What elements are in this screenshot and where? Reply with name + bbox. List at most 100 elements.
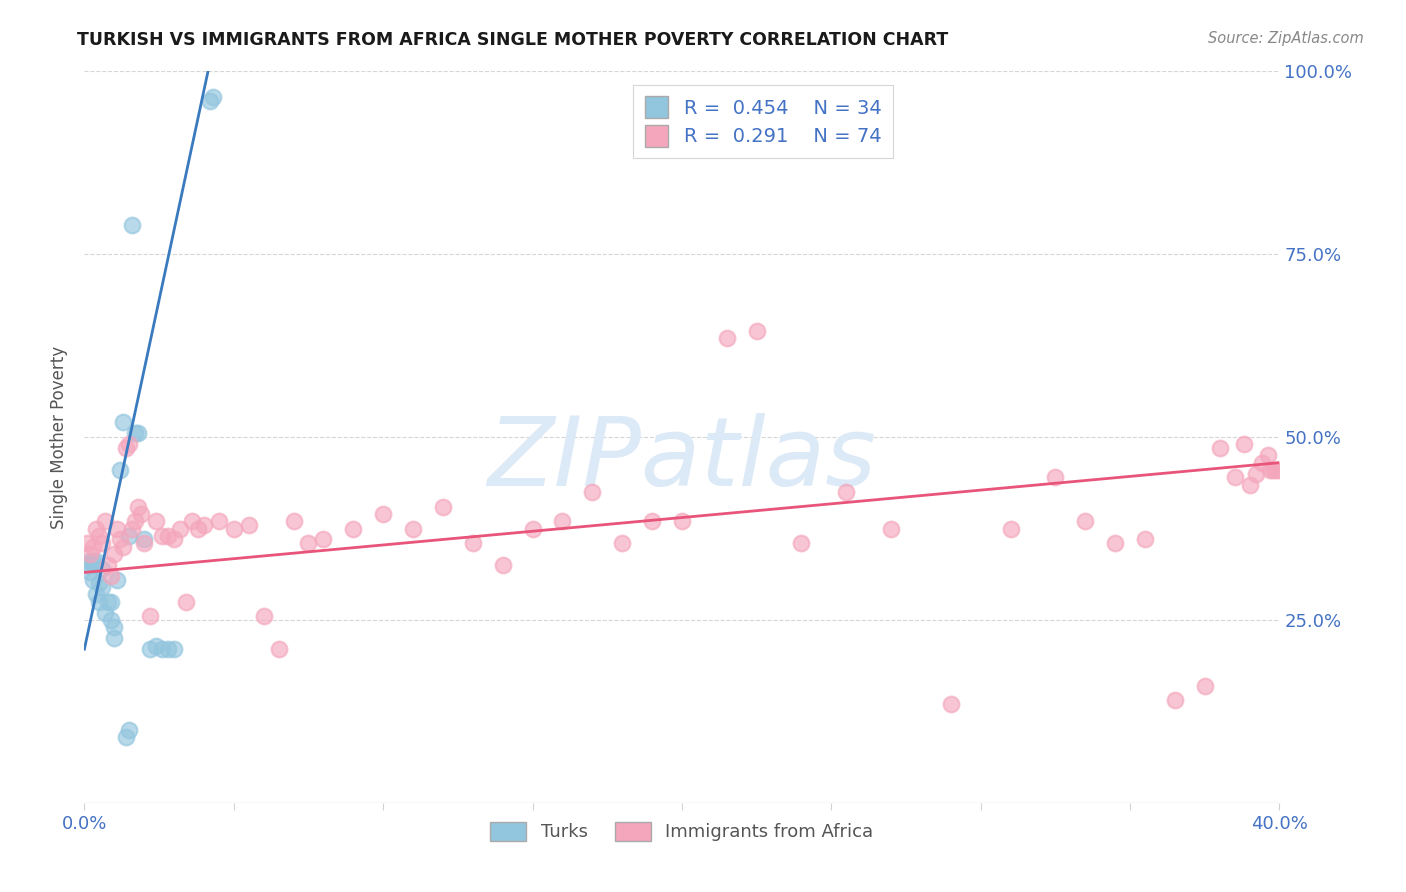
Point — [91, 536, 114, 550]
Point — [132, 536, 156, 550]
Point — [150, 642, 173, 657]
Point — [671, 514, 693, 528]
Point — [79, 566, 101, 580]
Point — [253, 609, 276, 624]
Point — [124, 514, 146, 528]
Point — [100, 613, 122, 627]
Point — [1250, 456, 1272, 470]
Point — [581, 485, 603, 500]
Point — [91, 580, 114, 594]
Point — [157, 529, 180, 543]
Point — [187, 521, 209, 535]
Text: Source: ZipAtlas.com: Source: ZipAtlas.com — [1208, 31, 1364, 46]
Point — [790, 536, 813, 550]
Point — [115, 441, 138, 455]
Point — [139, 642, 162, 657]
Point — [94, 514, 117, 528]
Point — [82, 540, 104, 554]
Point — [163, 642, 186, 657]
Point — [201, 90, 224, 104]
Point — [522, 521, 544, 535]
Point — [129, 507, 152, 521]
Point — [1257, 448, 1279, 462]
Point — [1239, 477, 1261, 491]
Point — [551, 514, 574, 528]
Point — [267, 642, 290, 657]
Point — [342, 521, 364, 535]
Point — [1268, 463, 1291, 477]
Point — [150, 529, 173, 543]
Point — [105, 521, 128, 535]
Point — [169, 521, 191, 535]
Point — [1164, 693, 1187, 707]
Point — [76, 536, 98, 550]
Point — [1260, 463, 1282, 477]
Point — [157, 642, 180, 657]
Point — [121, 521, 143, 535]
Point — [112, 416, 135, 430]
Point — [86, 587, 108, 601]
Point — [105, 573, 128, 587]
Point — [110, 463, 132, 477]
Point — [208, 514, 231, 528]
Point — [118, 529, 141, 543]
Point — [1233, 437, 1256, 451]
Point — [174, 594, 197, 608]
Point — [97, 594, 120, 608]
Point — [79, 554, 101, 568]
Point — [880, 521, 903, 535]
Point — [163, 533, 186, 547]
Point — [716, 331, 738, 345]
Point — [198, 94, 221, 108]
Point — [612, 536, 634, 550]
Point — [121, 218, 143, 232]
Point — [76, 558, 98, 573]
Point — [238, 517, 260, 532]
Point — [939, 697, 962, 711]
Point — [145, 514, 167, 528]
Point — [100, 594, 122, 608]
Legend: Turks, Immigrants from Africa: Turks, Immigrants from Africa — [484, 814, 880, 848]
Point — [118, 723, 141, 737]
Point — [89, 576, 111, 591]
Point — [1265, 463, 1288, 477]
Point — [79, 547, 101, 561]
Point — [402, 521, 425, 535]
Point — [641, 514, 664, 528]
Point — [118, 437, 141, 451]
Point — [82, 554, 104, 568]
Point — [461, 536, 484, 550]
Y-axis label: Single Mother Poverty: Single Mother Poverty — [51, 345, 69, 529]
Point — [132, 533, 156, 547]
Point — [283, 514, 305, 528]
Point — [94, 606, 117, 620]
Point — [1045, 470, 1067, 484]
Point — [89, 529, 111, 543]
Text: ZIPatlas: ZIPatlas — [488, 412, 876, 506]
Point — [124, 426, 146, 441]
Point — [86, 521, 108, 535]
Point — [103, 547, 125, 561]
Point — [1263, 463, 1285, 477]
Point — [100, 569, 122, 583]
Point — [86, 554, 108, 568]
Point — [181, 514, 204, 528]
Point — [112, 540, 135, 554]
Point — [312, 533, 335, 547]
Point — [222, 521, 245, 535]
Point — [1104, 536, 1126, 550]
Point — [115, 730, 138, 744]
Point — [91, 562, 114, 576]
Point — [145, 639, 167, 653]
Point — [139, 609, 162, 624]
Point — [745, 324, 768, 338]
Point — [835, 485, 858, 500]
Point — [103, 620, 125, 634]
Point — [110, 533, 132, 547]
Point — [193, 517, 215, 532]
Point — [297, 536, 319, 550]
Point — [373, 507, 395, 521]
Point — [1133, 533, 1156, 547]
Point — [1074, 514, 1097, 528]
Point — [1194, 679, 1216, 693]
